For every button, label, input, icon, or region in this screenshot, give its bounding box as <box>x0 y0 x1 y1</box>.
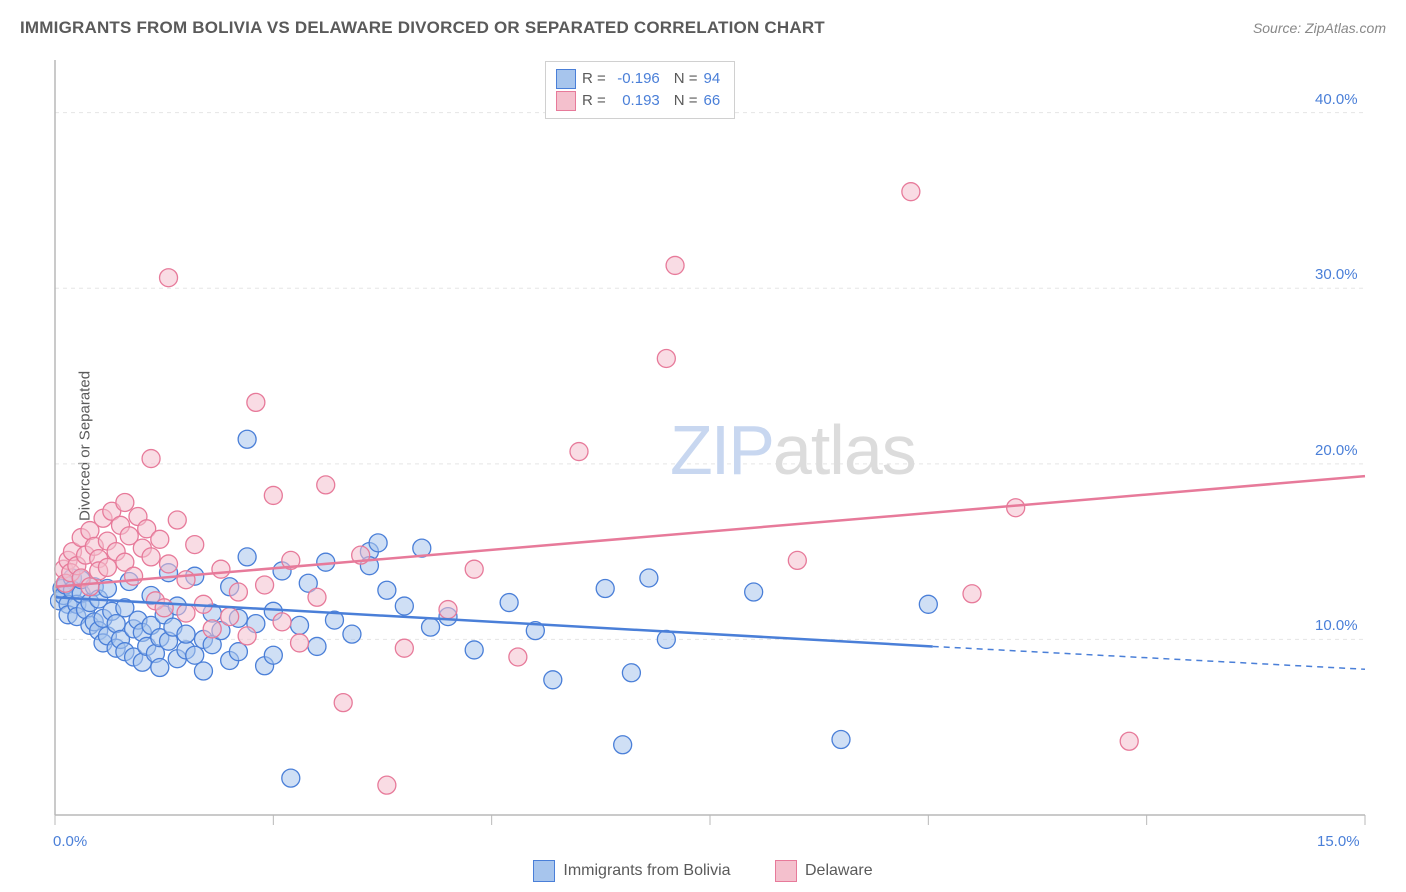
legend-swatch-2 <box>556 91 576 111</box>
source-attribution: Source: ZipAtlas.com <box>1253 20 1386 36</box>
legend-n-value-1: 94 <box>704 68 721 90</box>
x-tick-label: 0.0% <box>53 833 87 850</box>
bottom-legend-item-1: Immigrants from Bolivia <box>533 860 730 882</box>
x-tick-label: 15.0% <box>1317 833 1360 850</box>
legend-n-label-2: N = <box>674 90 698 112</box>
bottom-legend: Immigrants from Bolivia Delaware <box>0 860 1406 887</box>
legend-swatch-1 <box>556 69 576 89</box>
legend-stats-row-1: R = -0.196 N = 94 <box>556 68 720 90</box>
bottom-legend-swatch-2 <box>775 860 797 882</box>
y-tick-label: 40.0% <box>1315 91 1358 108</box>
y-tick-label: 10.0% <box>1315 617 1358 634</box>
bottom-legend-label-1: Immigrants from Bolivia <box>563 862 730 880</box>
legend-r-label-1: R = <box>582 68 606 90</box>
legend-n-value-2: 66 <box>704 90 721 112</box>
chart-area: ZIPatlas R = -0.196 N = 94 R = 0.193 N =… <box>50 55 1390 825</box>
legend-stats-row-2: R = 0.193 N = 66 <box>556 90 720 112</box>
legend-r-value-2: 0.193 <box>612 90 660 112</box>
legend-n-label-1: N = <box>674 68 698 90</box>
legend-r-value-1: -0.196 <box>612 68 660 90</box>
legend-stats-box: R = -0.196 N = 94 R = 0.193 N = 66 <box>545 61 735 119</box>
y-tick-label: 20.0% <box>1315 442 1358 459</box>
source-name: ZipAtlas.com <box>1305 20 1386 36</box>
legend-r-label-2: R = <box>582 90 606 112</box>
chart-title: IMMIGRANTS FROM BOLIVIA VS DELAWARE DIVO… <box>20 18 1386 38</box>
bottom-legend-item-2: Delaware <box>775 860 873 882</box>
y-tick-label: 30.0% <box>1315 266 1358 283</box>
source-label: Source: <box>1253 20 1305 36</box>
bottom-legend-swatch-1 <box>533 860 555 882</box>
chart-svg <box>50 55 1390 825</box>
bottom-legend-label-2: Delaware <box>805 862 873 880</box>
